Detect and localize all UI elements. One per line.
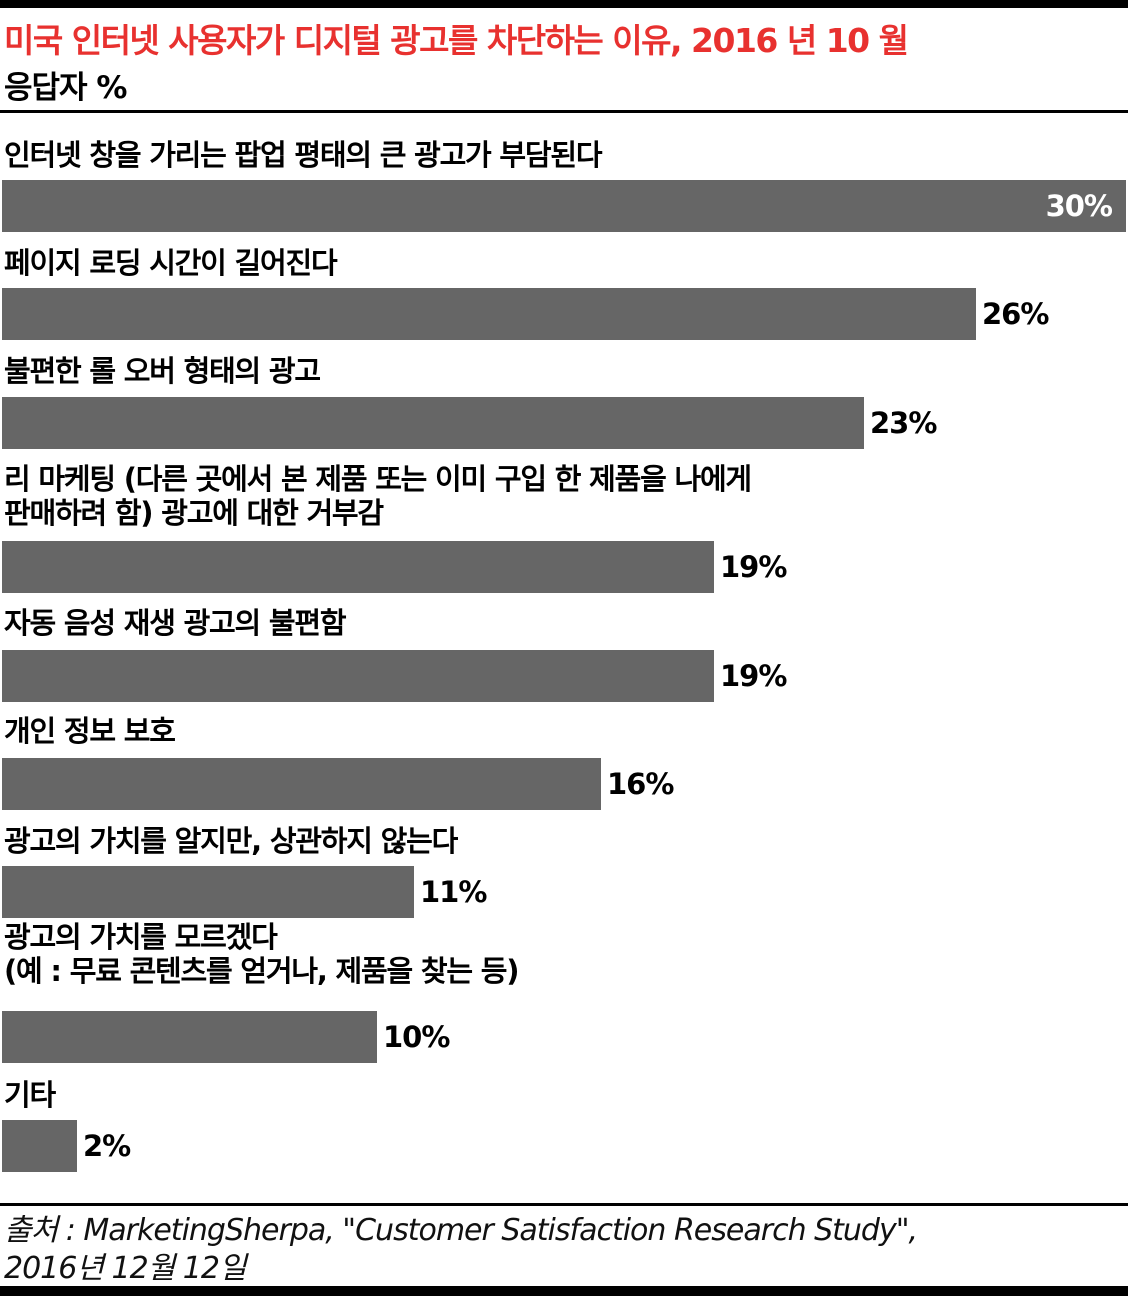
value-label: 16% bbox=[607, 767, 674, 801]
category-label: 페이지 로딩 시간이 길어진다 bbox=[4, 246, 338, 280]
bottom-rule bbox=[0, 1286, 1128, 1296]
bar bbox=[2, 180, 1126, 232]
value-label: 26% bbox=[982, 297, 1049, 331]
value-label: 2% bbox=[83, 1129, 131, 1163]
bar bbox=[2, 541, 714, 593]
top-rule bbox=[0, 0, 1128, 8]
value-label: 19% bbox=[720, 659, 787, 693]
category-label: 리 마케팅 (다른 곳에서 본 제품 또는 이미 구입 한 제품을 나에게 판매… bbox=[4, 462, 752, 530]
value-label: 19% bbox=[720, 550, 787, 584]
bar bbox=[2, 1011, 377, 1063]
category-label: 광고의 가치를 알지만, 상관하지 않는다 bbox=[4, 824, 458, 858]
category-label: 자동 음성 재생 광고의 불편함 bbox=[4, 606, 347, 640]
bar bbox=[2, 1120, 77, 1172]
chart-title: 미국 인터넷 사용자가 디지털 광고를 차단하는 이유, 2016 년 10 월 bbox=[4, 21, 909, 60]
category-label: 불편한 롤 오버 형태의 광고 bbox=[4, 354, 321, 388]
bar bbox=[2, 288, 976, 340]
value-label: 23% bbox=[870, 406, 937, 440]
value-label: 10% bbox=[383, 1020, 450, 1054]
bar bbox=[2, 758, 601, 810]
value-label: 11% bbox=[420, 875, 487, 909]
footer-rule bbox=[0, 1203, 1128, 1206]
category-label: 인터넷 창을 가리는 팝업 평태의 큰 광고가 부담된다 bbox=[4, 138, 603, 172]
bar-chart: 인터넷 창을 가리는 팝업 평태의 큰 광고가 부담된다 30% 페이지 로딩 시간… bbox=[0, 120, 1128, 1200]
source-note: 출처 : MarketingSherpa, "Customer Satisfac… bbox=[4, 1213, 918, 1286]
category-label: 개인 정보 보호 bbox=[4, 714, 176, 748]
bar bbox=[2, 397, 864, 449]
category-label: 광고의 가치를 모르겠다 (예 : 무료 콘텐츠를 얻거나, 제품을 찾는 등) bbox=[4, 920, 519, 988]
value-label: 30% bbox=[1045, 189, 1113, 223]
header-rule bbox=[0, 110, 1128, 113]
category-label: 기타 bbox=[4, 1078, 56, 1112]
bar bbox=[2, 866, 414, 918]
chart-subtitle: 응답자 % bbox=[4, 70, 127, 106]
bar bbox=[2, 650, 714, 702]
